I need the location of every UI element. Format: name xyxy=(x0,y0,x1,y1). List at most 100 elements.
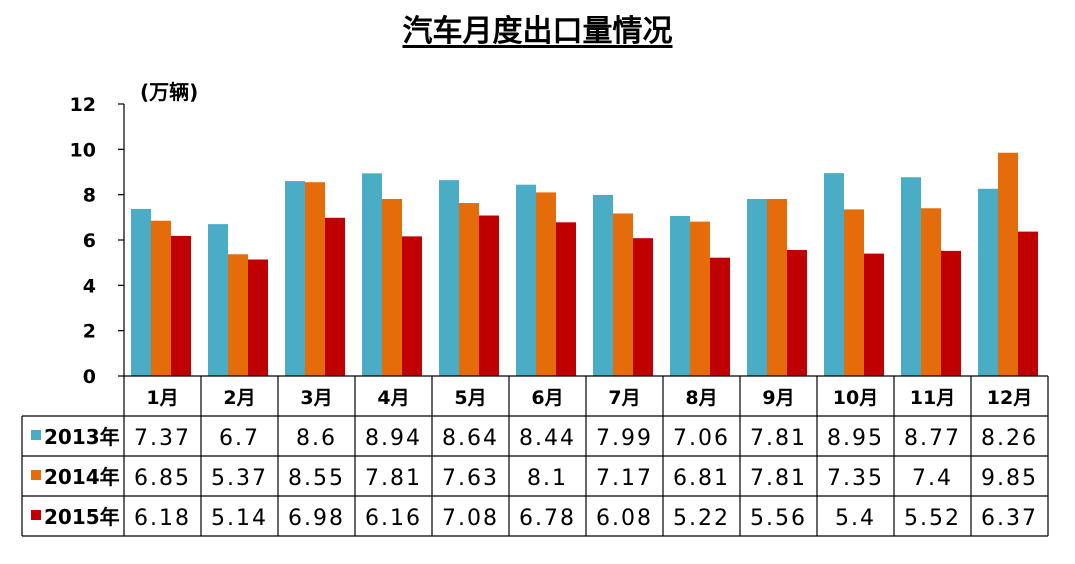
x-category-label: 1月 xyxy=(146,387,178,409)
bar-2014年-7月 xyxy=(613,213,633,376)
data-label: 6.37 xyxy=(981,506,1038,531)
data-label: 5.4 xyxy=(835,506,876,531)
bar-2015年-5月 xyxy=(479,215,499,376)
legend-label: 2013年 xyxy=(44,425,120,449)
legend-label: 2015年 xyxy=(44,505,120,529)
bar-2013年-6月 xyxy=(516,184,536,376)
x-category-label: 6月 xyxy=(531,387,563,409)
bar-2013年-4月 xyxy=(362,173,382,376)
legend-swatch-2015年 xyxy=(31,510,41,520)
data-label: 6.18 xyxy=(134,506,191,531)
y-tick-label: 2 xyxy=(83,321,96,343)
data-label: 8.26 xyxy=(981,426,1038,451)
data-label: 7.4 xyxy=(912,466,953,491)
bar-2014年-5月 xyxy=(459,203,479,376)
data-label: 8.64 xyxy=(442,426,499,451)
bar-2015年-11月 xyxy=(941,250,961,376)
bar-2015年-4月 xyxy=(402,236,422,376)
data-label: 5.14 xyxy=(211,506,268,531)
bar-2015年-2月 xyxy=(248,259,268,376)
bar-2014年-3月 xyxy=(305,182,325,376)
data-label: 6.16 xyxy=(365,506,422,531)
data-label: 8.6 xyxy=(296,426,337,451)
data-label: 6.98 xyxy=(288,506,345,531)
bar-2013年-1月 xyxy=(131,208,151,376)
bar-2015年-10月 xyxy=(864,253,884,376)
bar-2013年-2月 xyxy=(208,224,228,376)
data-label: 8.95 xyxy=(827,426,884,451)
x-category-label: 7月 xyxy=(608,387,640,409)
data-label: 9.85 xyxy=(981,466,1038,491)
bar-2013年-7月 xyxy=(593,194,613,376)
bar-2015年-12月 xyxy=(1018,231,1038,376)
bar-2013年-9月 xyxy=(747,198,767,376)
y-tick-label: 8 xyxy=(83,185,96,207)
y-tick-label: 0 xyxy=(83,366,96,388)
data-label: 5.37 xyxy=(211,466,268,491)
y-tick-label: 10 xyxy=(70,139,96,161)
bar-2013年-3月 xyxy=(285,181,305,376)
data-label: 7.17 xyxy=(596,466,653,491)
data-label: 7.81 xyxy=(365,466,422,491)
y-tick-label: 12 xyxy=(70,94,96,116)
chart-title: 汽车月度出口量情况 xyxy=(0,6,1075,50)
x-category-label: 5月 xyxy=(454,387,486,409)
data-label: 6.81 xyxy=(673,466,730,491)
data-label: 7.06 xyxy=(673,426,730,451)
data-label: 8.44 xyxy=(519,426,576,451)
data-label: 7.37 xyxy=(134,426,191,451)
bar-2014年-11月 xyxy=(921,208,941,376)
bar-2015年-6月 xyxy=(556,222,576,376)
data-label: 6.78 xyxy=(519,506,576,531)
data-label: 6.7 xyxy=(219,426,260,451)
data-label: 7.81 xyxy=(750,426,807,451)
bar-2014年-9月 xyxy=(767,198,787,376)
data-label: 7.81 xyxy=(750,466,807,491)
data-label: 7.63 xyxy=(442,466,499,491)
x-category-label: 8月 xyxy=(685,387,717,409)
legend-swatch-2014年 xyxy=(31,470,41,480)
data-label: 8.77 xyxy=(904,426,961,451)
bar-2014年-8月 xyxy=(690,221,710,376)
data-label: 7.08 xyxy=(442,506,499,531)
bar-2015年-1月 xyxy=(171,235,191,376)
bar-2014年-2月 xyxy=(228,254,248,376)
legend-swatch-2013年 xyxy=(31,430,41,440)
bar-2015年-3月 xyxy=(325,217,345,376)
y-axis: 0 2 4 6 8 10 12 xyxy=(70,94,125,388)
bars xyxy=(131,152,1038,376)
bar-2013年-11月 xyxy=(901,177,921,376)
data-label: 8.1 xyxy=(527,466,568,491)
bar-2013年-8月 xyxy=(670,215,690,376)
bar-2015年-8月 xyxy=(710,257,730,376)
chart-title-text: 汽车月度出口量情况 xyxy=(402,14,673,49)
x-category-label: 4月 xyxy=(377,387,409,409)
bar-2015年-9月 xyxy=(787,249,807,376)
data-label: 7.99 xyxy=(596,426,653,451)
bar-2014年-10月 xyxy=(844,209,864,376)
data-label: 8.94 xyxy=(365,426,422,451)
data-label: 6.85 xyxy=(134,466,191,491)
y-tick-label: 4 xyxy=(83,275,96,297)
data-label: 7.35 xyxy=(827,466,884,491)
data-label: 8.55 xyxy=(288,466,345,491)
legend-label: 2014年 xyxy=(44,465,120,489)
bar-2014年-12月 xyxy=(998,152,1018,376)
data-label: 5.56 xyxy=(750,506,807,531)
data-label: 5.22 xyxy=(673,506,730,531)
data-label: 5.52 xyxy=(904,506,961,531)
bar-2014年-1月 xyxy=(151,220,171,376)
y-tick-label: 6 xyxy=(83,230,96,252)
x-category-label: 9月 xyxy=(762,387,794,409)
data-label: 6.08 xyxy=(596,506,653,531)
bar-2013年-10月 xyxy=(824,173,844,376)
x-category-label: 10月 xyxy=(833,387,878,409)
x-category-label: 11月 xyxy=(910,387,955,409)
bar-2014年-4月 xyxy=(382,198,402,376)
bar-2013年-12月 xyxy=(978,188,998,376)
x-category-label: 12月 xyxy=(987,387,1032,409)
y-axis-unit-label: (万辆) xyxy=(140,80,199,104)
bar-2013年-5月 xyxy=(439,180,459,376)
